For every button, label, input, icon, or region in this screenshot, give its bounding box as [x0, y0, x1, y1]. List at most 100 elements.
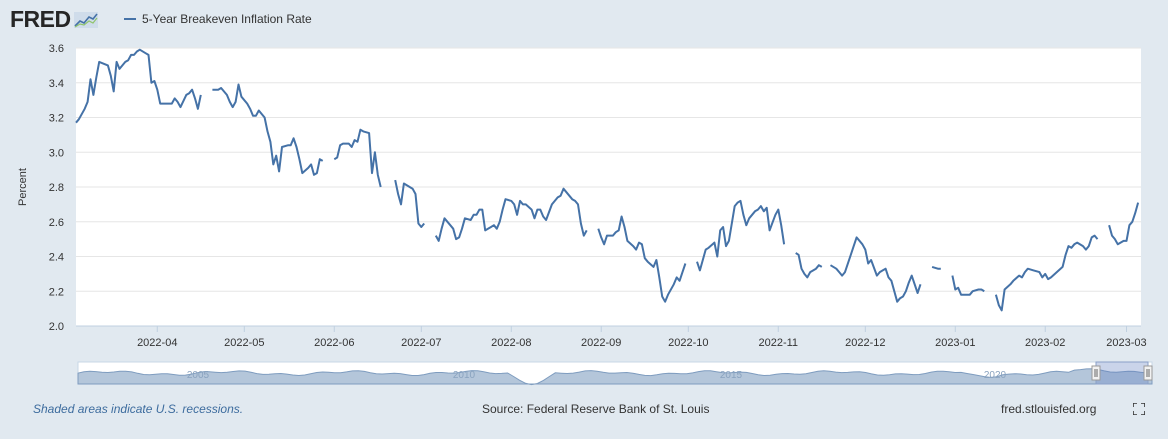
data-point[interactable] — [292, 136, 296, 140]
data-point[interactable] — [187, 91, 191, 95]
data-point[interactable] — [1037, 270, 1041, 274]
data-point[interactable] — [237, 82, 241, 86]
data-point[interactable] — [683, 261, 687, 265]
data-point[interactable] — [457, 235, 461, 239]
data-point[interactable] — [916, 291, 920, 295]
data-point[interactable] — [779, 223, 783, 227]
data-point[interactable] — [904, 289, 908, 293]
data-point[interactable] — [678, 279, 682, 283]
data-point[interactable] — [260, 112, 264, 116]
data-point[interactable] — [126, 58, 130, 62]
data-point[interactable] — [1087, 244, 1091, 248]
data-point[interactable] — [248, 107, 252, 111]
navigator-left-handle[interactable] — [1091, 365, 1101, 381]
data-point[interactable] — [889, 279, 893, 283]
data-point[interactable] — [863, 248, 867, 252]
data-point[interactable] — [663, 300, 667, 304]
data-point[interactable] — [680, 270, 684, 274]
data-point[interactable] — [1064, 253, 1068, 257]
data-point[interactable] — [309, 162, 313, 166]
data-point[interactable] — [443, 216, 447, 220]
series-line-segment[interactable] — [394, 179, 425, 228]
data-point[interactable] — [1110, 234, 1114, 238]
data-point[interactable] — [271, 162, 275, 166]
data-point[interactable] — [94, 76, 98, 80]
data-point[interactable] — [106, 63, 110, 67]
data-point[interactable] — [1116, 242, 1120, 246]
data-point[interactable] — [1084, 248, 1088, 252]
data-point[interactable] — [1124, 239, 1128, 243]
data-point[interactable] — [422, 221, 426, 225]
data-point[interactable] — [884, 267, 888, 271]
data-point[interactable] — [335, 155, 339, 159]
data-point[interactable] — [1055, 270, 1059, 274]
data-point[interactable] — [460, 227, 464, 231]
data-point[interactable] — [741, 213, 745, 217]
data-point[interactable] — [225, 93, 229, 97]
data-point[interactable] — [228, 100, 232, 104]
data-point[interactable] — [852, 244, 856, 248]
data-point[interactable] — [617, 228, 621, 232]
data-point[interactable] — [300, 171, 304, 175]
data-point[interactable] — [1008, 282, 1012, 286]
data-point[interactable] — [759, 204, 763, 208]
data-point[interactable] — [268, 140, 272, 144]
data-point[interactable] — [274, 154, 278, 158]
data-point[interactable] — [707, 246, 711, 250]
recession-note[interactable]: Shaded areas indicate U.S. recessions. — [33, 402, 244, 416]
data-point[interactable] — [518, 199, 522, 203]
data-point[interactable] — [411, 187, 415, 191]
data-point[interactable] — [155, 88, 159, 92]
data-point[interactable] — [675, 275, 679, 279]
data-point[interactable] — [245, 102, 249, 106]
data-point[interactable] — [1020, 275, 1024, 279]
data-point[interactable] — [956, 286, 960, 290]
data-point[interactable] — [138, 48, 142, 52]
data-point[interactable] — [448, 223, 452, 227]
data-point[interactable] — [1026, 267, 1030, 271]
data-point[interactable] — [1095, 237, 1099, 241]
data-point[interactable] — [1069, 246, 1073, 250]
data-point[interactable] — [239, 95, 243, 99]
data-point[interactable] — [576, 202, 580, 206]
data-point[interactable] — [257, 109, 261, 113]
data-point[interactable] — [550, 202, 554, 206]
data-point[interactable] — [289, 143, 293, 147]
data-point[interactable] — [962, 293, 966, 297]
data-point[interactable] — [498, 220, 502, 224]
data-point[interactable] — [660, 294, 664, 298]
data-point[interactable] — [564, 190, 568, 194]
data-point[interactable] — [306, 166, 310, 170]
data-point[interactable] — [907, 281, 911, 285]
data-point[interactable] — [1023, 270, 1027, 274]
data-point[interactable] — [901, 294, 905, 298]
data-point[interactable] — [173, 96, 177, 100]
data-point[interactable] — [152, 79, 156, 83]
data-point[interactable] — [869, 258, 873, 262]
data-point[interactable] — [492, 223, 496, 227]
data-point[interactable] — [451, 227, 455, 231]
series-line-segment[interactable] — [696, 199, 786, 272]
data-point[interactable] — [776, 208, 780, 212]
data-point[interactable] — [585, 228, 589, 232]
data-point[interactable] — [1000, 308, 1004, 312]
data-point[interactable] — [515, 213, 519, 217]
data-point[interactable] — [1093, 234, 1097, 238]
data-point[interactable] — [622, 225, 626, 229]
data-point[interactable] — [474, 213, 478, 217]
data-point[interactable] — [1075, 241, 1079, 245]
data-point[interactable] — [582, 234, 586, 238]
data-point[interactable] — [733, 204, 737, 208]
data-point[interactable] — [605, 234, 609, 238]
data-point[interactable] — [727, 239, 731, 243]
data-point[interactable] — [1011, 279, 1015, 283]
data-point[interactable] — [643, 256, 647, 260]
data-point[interactable] — [950, 274, 954, 278]
data-point[interactable] — [820, 265, 824, 269]
data-point[interactable] — [640, 242, 644, 246]
data-point[interactable] — [147, 53, 151, 57]
data-point[interactable] — [918, 282, 922, 286]
data-point[interactable] — [355, 140, 359, 144]
data-point[interactable] — [808, 270, 812, 274]
data-point[interactable] — [747, 216, 751, 220]
